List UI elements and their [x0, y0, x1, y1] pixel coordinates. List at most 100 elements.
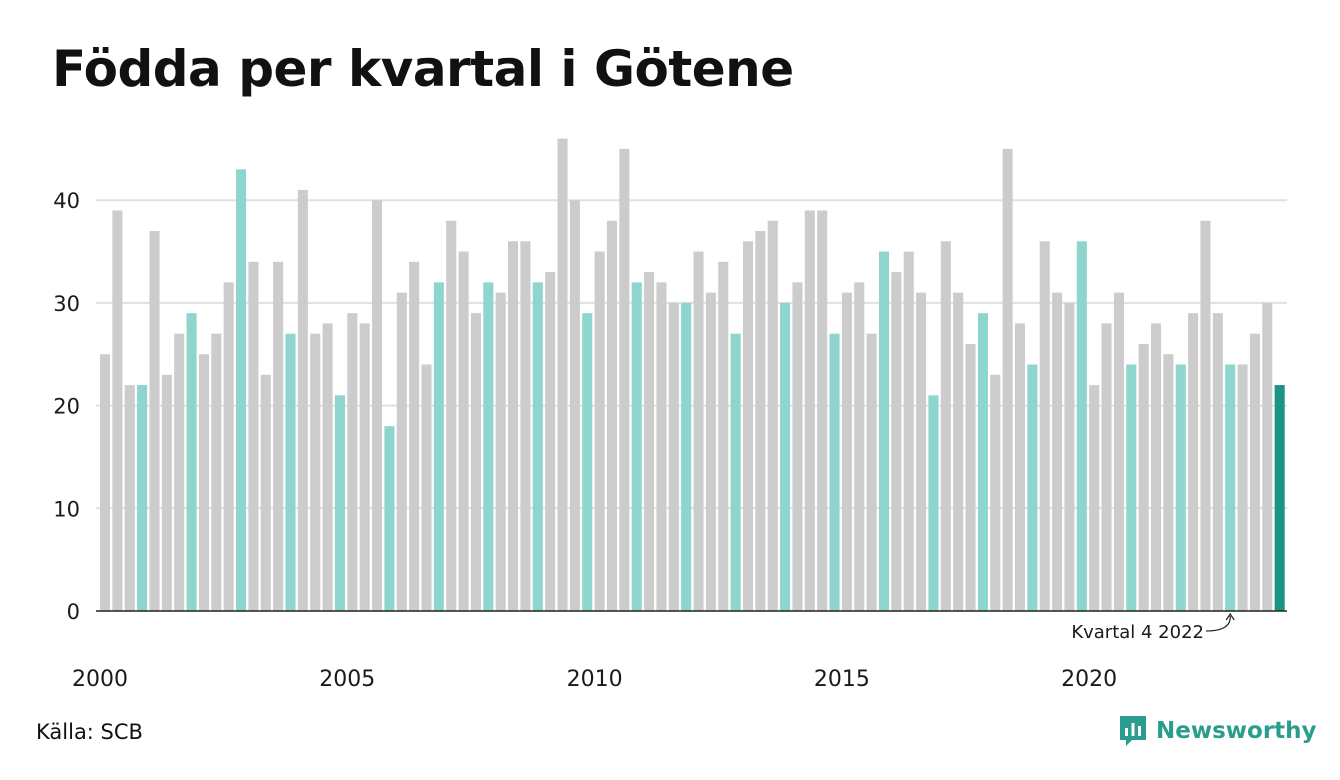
bar[interactable]: 2019 Q4: 36	[1076, 241, 1087, 611]
bar[interactable]: 2008 Q2: 36	[508, 241, 519, 611]
bar[interactable]: 2017 Q3: 26	[965, 343, 976, 611]
bar[interactable]: 2001 Q1: 37	[149, 231, 160, 611]
bar[interactable]: 2023 Q3: 30	[1262, 302, 1273, 611]
bar[interactable]: 2019 Q3: 30	[1064, 302, 1075, 611]
bar[interactable]: 2005 Q3: 40	[372, 200, 383, 611]
bar[interactable]: 2014 Q1: 32	[792, 282, 803, 611]
bar[interactable]: 2022 Q4: 24	[1225, 364, 1236, 611]
x-axis-ticks: 2000 2005 2010 2015 2020	[72, 667, 1117, 692]
bar[interactable]: 2000 Q3: 22	[124, 385, 135, 611]
bar[interactable]: 2022 Q2: 38	[1200, 220, 1211, 612]
bar[interactable]: 2012 Q1: 35	[693, 251, 704, 612]
y-tick-label: 40	[53, 189, 80, 213]
bar[interactable]: 2000 Q1: 25	[100, 354, 111, 611]
bar[interactable]: 2003 Q3: 34	[273, 261, 284, 611]
bar[interactable]: 2007 Q2: 35	[458, 251, 469, 612]
bar[interactable]: 2002 Q1: 25	[198, 354, 209, 611]
bar[interactable]: 2009 Q3: 40	[569, 200, 580, 611]
brand-logo[interactable]: Newsworthy	[1118, 714, 1317, 748]
bar[interactable]: 2012 Q4: 27	[730, 333, 741, 611]
bar[interactable]: 2006 Q3: 24	[421, 364, 432, 611]
bar[interactable]: 2018 Q4: 24	[1027, 364, 1038, 611]
bar[interactable]: 2012 Q2: 31	[705, 292, 716, 611]
bar[interactable]: 2021 Q4: 24	[1175, 364, 1186, 611]
bar[interactable]: 2011 Q4: 30	[681, 302, 692, 611]
bar[interactable]: 2014 Q4: 27	[829, 333, 840, 611]
bar[interactable]: 2015 Q3: 27	[866, 333, 877, 611]
bar[interactable]: 2003 Q1: 34	[248, 261, 259, 611]
bar[interactable]: 2001 Q2: 23	[161, 374, 172, 611]
bar[interactable]: 2023 Q4: 22	[1274, 385, 1285, 611]
bar[interactable]: 2007 Q4: 32	[483, 282, 494, 611]
bar[interactable]: 2010 Q2: 38	[606, 220, 618, 612]
bar[interactable]: 2006 Q4: 32	[433, 282, 444, 611]
bar[interactable]: 2010 Q1: 35	[594, 251, 605, 612]
bar[interactable]: 2004 Q2: 27	[310, 333, 321, 611]
bar[interactable]: 2003 Q2: 23	[260, 374, 271, 611]
bar[interactable]: 2019 Q2: 31	[1052, 292, 1063, 611]
bar[interactable]: 2017 Q1: 36	[940, 241, 951, 611]
bar[interactable]: 2005 Q4: 18	[384, 426, 395, 611]
bar[interactable]: 2011 Q3: 30	[668, 302, 679, 611]
bar[interactable]: 2017 Q4: 29	[977, 313, 988, 611]
bar[interactable]: 2020 Q2: 28	[1101, 323, 1112, 611]
bar[interactable]: 2002 Q4: 43	[236, 169, 247, 611]
bar[interactable]: 2016 Q1: 33	[891, 272, 902, 611]
bar[interactable]: 2013 Q4: 30	[780, 302, 791, 611]
bar[interactable]: 2013 Q1: 36	[742, 241, 754, 611]
bar[interactable]: 2012 Q3: 34	[718, 261, 729, 611]
bar[interactable]: 2020 Q1: 22	[1089, 385, 1100, 611]
bar[interactable]: 2009 Q1: 33	[545, 272, 556, 611]
bar[interactable]: 2001 Q4: 29	[186, 313, 197, 611]
bar[interactable]: 2023 Q2: 27	[1249, 333, 1260, 611]
bar[interactable]: 2002 Q3: 32	[223, 282, 234, 611]
bar[interactable]: 2018 Q2: 45	[1002, 148, 1013, 611]
bar[interactable]: 2020 Q4: 24	[1126, 364, 1137, 611]
bar[interactable]: 2004 Q4: 21	[334, 395, 345, 611]
bar[interactable]: 2002 Q2: 27	[211, 333, 222, 611]
bar[interactable]: 2010 Q4: 32	[631, 282, 642, 611]
bar[interactable]: 2000 Q4: 22	[137, 385, 148, 611]
bar[interactable]: 2005 Q2: 28	[359, 323, 370, 611]
bar[interactable]: 2004 Q3: 28	[322, 323, 333, 611]
bar[interactable]: 2006 Q1: 31	[396, 292, 407, 611]
bar[interactable]: 2020 Q3: 31	[1113, 292, 1124, 611]
bar[interactable]: 2018 Q3: 28	[1014, 323, 1026, 611]
bar[interactable]: 2008 Q1: 31	[495, 292, 506, 611]
bar[interactable]: 2016 Q2: 35	[903, 251, 914, 612]
bar[interactable]: 2019 Q1: 36	[1039, 241, 1050, 611]
bar[interactable]: 2016 Q4: 21	[928, 395, 939, 611]
bar[interactable]: 2004 Q1: 41	[297, 189, 308, 611]
bar[interactable]: 2000 Q2: 39	[112, 210, 123, 611]
bar[interactable]: 2015 Q4: 35	[878, 251, 890, 612]
bar[interactable]: 2021 Q3: 25	[1163, 354, 1174, 611]
bar[interactable]: 2023 Q1: 24	[1237, 364, 1248, 611]
bar[interactable]: 2009 Q2: 46	[557, 138, 568, 611]
bar[interactable]: 2008 Q4: 32	[532, 282, 543, 611]
bar[interactable]: 2017 Q2: 31	[953, 292, 964, 611]
bar[interactable]: 2015 Q2: 32	[854, 282, 865, 611]
bar[interactable]: 2014 Q2: 39	[804, 210, 815, 611]
bar[interactable]: 2021 Q2: 28	[1150, 323, 1162, 611]
bar[interactable]: 2007 Q1: 38	[446, 220, 457, 612]
bar[interactable]: 2013 Q3: 38	[767, 220, 778, 612]
bar[interactable]: 2013 Q2: 37	[755, 231, 766, 611]
bar[interactable]: 2003 Q4: 27	[285, 333, 296, 611]
bar[interactable]: 2022 Q1: 29	[1188, 313, 1199, 611]
bar[interactable]: 2011 Q1: 33	[644, 272, 655, 611]
bar[interactable]: 2022 Q3: 29	[1212, 313, 1223, 611]
bar[interactable]: 2010 Q3: 45	[619, 148, 630, 611]
bar[interactable]: 2021 Q1: 26	[1138, 343, 1149, 611]
bar[interactable]: 2005 Q1: 29	[347, 313, 358, 611]
bar[interactable]: 2016 Q3: 31	[916, 292, 927, 611]
bar[interactable]: 2014 Q3: 39	[817, 210, 828, 611]
bar[interactable]: 2009 Q4: 29	[582, 313, 593, 611]
bar[interactable]: 2018 Q1: 23	[990, 374, 1001, 611]
bar[interactable]: 2008 Q3: 36	[520, 241, 531, 611]
y-axis-ticks: 0 10 20 30 40	[53, 189, 80, 624]
bar[interactable]: 2015 Q1: 31	[841, 292, 852, 611]
bar[interactable]: 2001 Q3: 27	[174, 333, 185, 611]
bar[interactable]: 2006 Q2: 34	[409, 261, 420, 611]
bar[interactable]: 2007 Q3: 29	[470, 313, 481, 611]
bar[interactable]: 2011 Q2: 32	[656, 282, 667, 611]
